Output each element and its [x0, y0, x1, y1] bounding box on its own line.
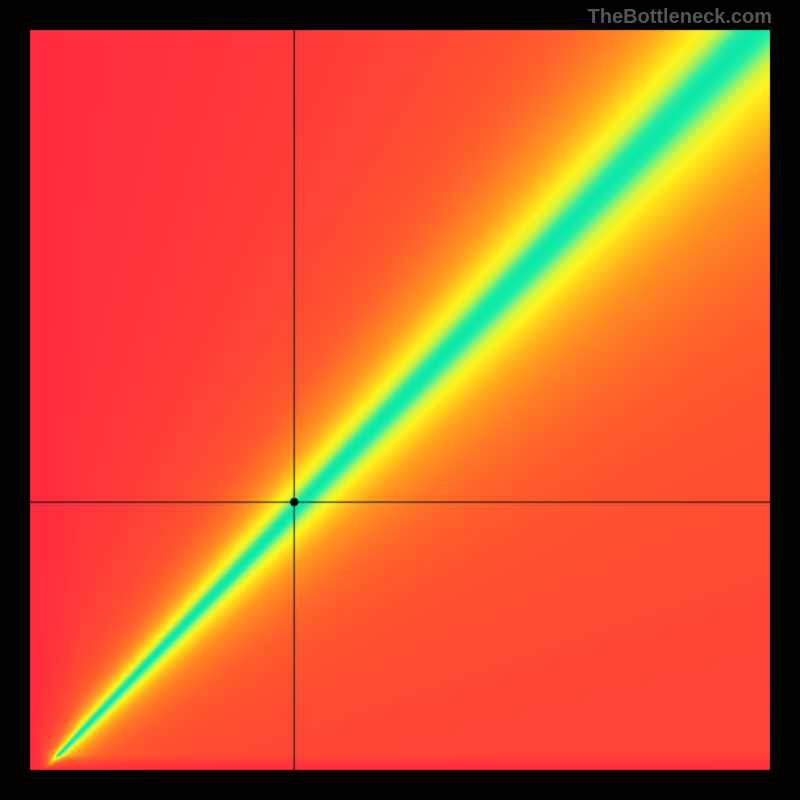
heatmap-canvas: [0, 0, 800, 800]
chart-container: TheBottleneck.com: [0, 0, 800, 800]
watermark-text: TheBottleneck.com: [588, 6, 772, 29]
